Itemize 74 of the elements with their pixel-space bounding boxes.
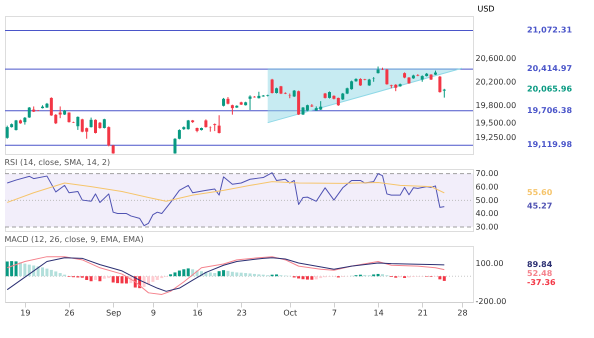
y-tick-label: 50.00 [476, 196, 498, 205]
bar [208, 272, 212, 276]
bar [235, 272, 238, 276]
bar [54, 271, 58, 276]
chart-title: RSI (14, close, SMA, 14, 2) [4, 158, 110, 167]
x-tick-label: 7 [332, 308, 337, 318]
x-tick-label: 28 [457, 308, 468, 318]
y-tick-label: 40.00 [476, 209, 498, 218]
y-tick-label: 60.00 [476, 182, 498, 192]
text: 45.27 [527, 202, 552, 211]
y-tick-label: 19,800.00 [476, 100, 516, 110]
candlestick [372, 76, 376, 82]
y-tick-label: 20,200.00 [476, 77, 516, 86]
ref-line-label: 19,706.38 [527, 106, 572, 115]
candlestick [438, 75, 442, 94]
candlestick [186, 119, 190, 130]
x-tick-label: Oct [283, 308, 298, 318]
bar [240, 272, 243, 276]
y-axis-title: USD [478, 4, 495, 14]
candlestick [218, 114, 221, 134]
x-tick-label: 16 [192, 308, 203, 318]
candlestick [94, 118, 98, 134]
ref-line-label: 19,119.98 [527, 140, 572, 150]
candlestick [270, 78, 274, 94]
candlestick [80, 118, 84, 133]
y-tick-label: 30.00 [476, 222, 498, 232]
bar [98, 276, 102, 282]
x-tick-label: 9 [150, 308, 156, 318]
bar [6, 261, 9, 276]
candlestick [230, 104, 234, 116]
bar [314, 276, 318, 280]
bar [218, 271, 221, 276]
bar [112, 276, 115, 282]
candlestick [248, 94, 252, 110]
x-tick-label: 21 [418, 308, 428, 318]
candlestick [107, 126, 110, 147]
bar [156, 276, 159, 280]
line-series [6, 181, 445, 203]
candlestick [385, 68, 388, 86]
bar [186, 268, 190, 276]
text: -37.36 [527, 278, 556, 287]
text: 20,065.96 [527, 84, 572, 94]
bar [85, 276, 88, 280]
bar [58, 273, 62, 276]
candlestick [6, 125, 9, 140]
chart-title: MACD (12, 26, close, 9, EMA, EMA) [4, 235, 144, 244]
bar [94, 276, 98, 280]
y-tick-label: 20,600.00 [476, 54, 516, 63]
bar [182, 269, 186, 276]
x-tick-label: Sep [106, 308, 122, 318]
candlestick [58, 106, 62, 119]
bar [442, 276, 446, 281]
candlestick [28, 106, 31, 118]
y-tick-label: 100.00 [476, 259, 504, 268]
y-tick-label: -200.00 [476, 296, 506, 306]
bar [213, 273, 216, 276]
y-tick-label: 19,250.00 [476, 133, 516, 142]
y-tick-label: 70.00 [476, 169, 498, 178]
x-tick-label: 26 [64, 308, 75, 318]
y-tick-label: 19,500.00 [476, 118, 516, 128]
ref-line-label: 21,072.31 [527, 26, 572, 35]
candlestick [90, 117, 93, 128]
text: 55.60 [527, 188, 553, 197]
text: 89.84 [527, 260, 553, 269]
candlestick [178, 128, 181, 140]
text: 52.48 [527, 268, 553, 278]
bar [310, 276, 314, 280]
x-tick-label: 14 [373, 308, 384, 318]
candlestick [297, 90, 300, 116]
candlestick [76, 116, 80, 130]
candlestick [173, 138, 176, 154]
x-tick-label: 23 [236, 308, 247, 318]
x-tick-label: 19 [20, 308, 30, 318]
ref-line-label: 20,414.97 [527, 64, 572, 74]
